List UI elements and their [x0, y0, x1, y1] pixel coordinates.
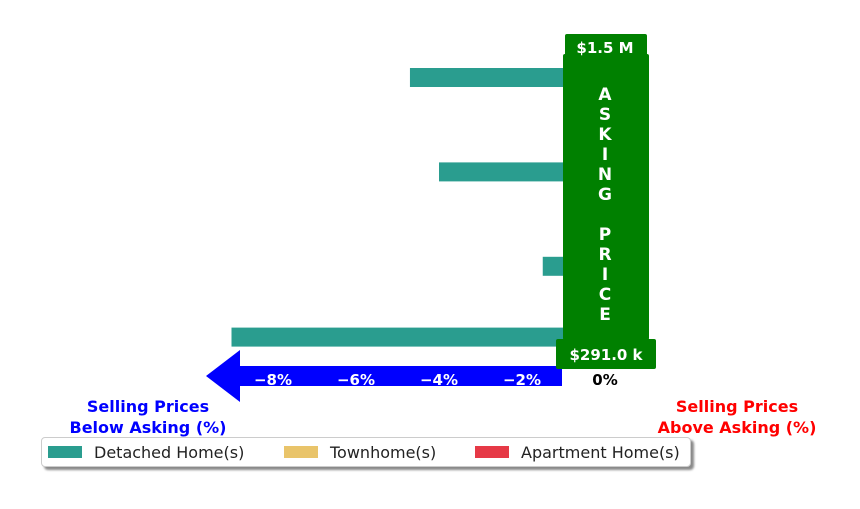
above-asking-label-line-2: Above Asking (%): [657, 418, 817, 437]
x-tick-label-4: −2%: [503, 371, 541, 389]
bar-1: [409, 68, 605, 87]
above-asking-label: Selling Prices Above Asking (%): [637, 396, 837, 438]
asking-letter-3: K: [598, 125, 612, 145]
below-asking-label-line-2: Below Asking (%): [69, 418, 227, 437]
max-price-label: $1.5 M: [576, 39, 633, 57]
asking-price-box: [563, 54, 649, 340]
asking-letter-9: R: [598, 245, 611, 265]
asking-letter-10: I: [602, 265, 608, 285]
legend-item-townhome: Townhome(s): [284, 443, 475, 462]
below-asking-label-line-1: Selling Prices: [86, 397, 210, 416]
below-asking-arrow: [206, 350, 562, 402]
bar-12: [231, 327, 605, 347]
asking-letter-4: I: [602, 145, 608, 165]
asking-letter-8: P: [599, 225, 611, 245]
legend: Detached Home(s) Townhome(s) Apartment H…: [41, 437, 691, 467]
legend-label-townhome: Townhome(s): [330, 442, 437, 462]
max-price-box: [565, 34, 647, 60]
legend-item-apartment: Apartment Home(s): [475, 443, 680, 462]
legend-swatch-apartment: [475, 446, 509, 458]
asking-letter-11: C: [599, 285, 611, 305]
legend-label-detached: Detached Home(s): [94, 442, 245, 462]
above-asking-label-line-1: Selling Prices: [675, 397, 799, 416]
min-price-box: [556, 339, 656, 369]
asking-letter-5: N: [598, 165, 612, 185]
below-asking-label: Selling Prices Below Asking (%): [48, 396, 248, 438]
legend-label-apartment: Apartment Home(s): [521, 442, 680, 462]
x-tick-label-1: −8%: [254, 371, 292, 389]
asking-letter-6: G: [598, 185, 612, 205]
legend-swatch-detached: [48, 446, 82, 458]
x-tick-label-3: −4%: [420, 371, 458, 389]
x-axis-ticks: −8% −6% −4% −2% 0%: [254, 371, 618, 389]
x-tick-label-5: 0%: [592, 371, 617, 389]
asking-letter-2: S: [599, 105, 611, 125]
x-tick-label-2: −6%: [337, 371, 375, 389]
asking-letter-1: A: [598, 85, 612, 105]
asking-letter-12: E: [599, 305, 611, 325]
legend-item-detached: Detached Home(s): [48, 443, 284, 462]
legend-swatch-townhome: [284, 446, 318, 458]
below-asking-arrow-shape: [206, 350, 562, 402]
min-price-label: $291.0 k: [569, 346, 643, 364]
